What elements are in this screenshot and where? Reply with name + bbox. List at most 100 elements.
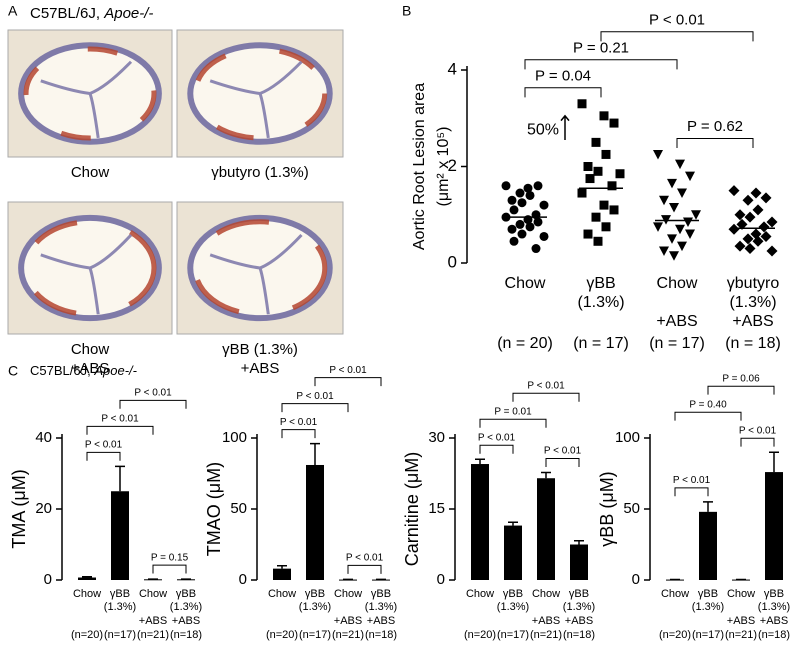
n-label: (n=17) [299,629,331,641]
x-tick-label: γBB [503,588,523,600]
panel-title: C57BL/6J, Apoe-/- [30,5,153,22]
error-bar [703,501,713,512]
significance-bracket [281,403,349,413]
treatment-label: +ABS [760,615,788,627]
significance-bracket [740,437,775,447]
y-axis-label: TMAO (μM) [204,462,224,556]
treatment-label: +ABS [532,615,560,627]
x-tick-label: γBB [569,588,589,600]
data-point [599,200,609,210]
data-point [585,174,595,184]
data-point [667,178,677,189]
treatment-label: +ABS [139,615,167,627]
bar [306,464,324,580]
image-caption: Chow [71,341,110,358]
lesion [23,219,157,317]
y-axis-label: Aortic Root Lesion area [411,83,428,250]
data-point [760,230,772,242]
x-tick-label: γBB [698,588,718,600]
x-tick-label: (1.3%) [692,601,724,613]
bar [177,579,195,581]
data-point [525,222,535,232]
y-tick-label: 0 [44,571,52,588]
bar [111,491,129,580]
n-label: (n=17) [497,629,529,641]
p-value-label: P = 0.62 [687,118,743,135]
significance-bracket [479,444,514,454]
valve-leaflet [258,267,270,315]
panel-letter: B [402,3,411,19]
x-tick-label: γBB [110,588,130,600]
y-axis-label: γBB (μM) [597,471,617,546]
image-caption: γBB (1.3%) [222,341,298,358]
y-axis-label: (μm² x 10⁵) [435,127,452,207]
valve-leaflet [258,92,270,139]
n-label: (n=21) [332,629,364,641]
error-bar [82,576,92,578]
panel-letter: C [8,363,18,379]
valve-leaflet [89,233,133,270]
genotype: Apoe-/- [103,5,153,22]
x-tick-label: Chow [268,588,296,600]
strain: C57BL/6J, [30,5,100,22]
bar [732,579,750,581]
x-tick-label: γbutyro [727,275,780,292]
x-tick-label: γBB [764,588,784,600]
data-point [591,137,601,147]
p-value-label: P < 0.01 [346,553,384,564]
significance-bracket [674,411,742,421]
data-point [750,187,762,199]
significance-bracket [119,399,187,409]
x-tick-label: (1.3%) [758,601,790,613]
bar [273,568,291,580]
significance-bracket [600,31,754,42]
p-value-label: P < 0.01 [101,414,139,425]
x-tick-label: Chow [466,588,494,600]
data-point [752,204,764,216]
valve-leaflet [40,79,91,95]
n-label: (n=20) [659,629,691,641]
bar [471,464,489,580]
error-bar [541,471,551,479]
data-point [515,188,525,198]
data-point [667,234,677,244]
x-tick-label: (1.3%) [365,601,397,613]
strain: C57BL/6J, [30,363,91,378]
p-value-label: P < 0.01 [280,417,318,428]
data-point [669,251,679,261]
bar [78,577,96,580]
data-point [685,229,695,240]
n-label: (n=18) [758,629,790,641]
n-label: (n = 17) [573,335,629,352]
significance-bracket [524,59,678,70]
data-point [515,219,525,229]
x-tick-label: (1.3%) [299,601,331,613]
data-point [677,241,687,252]
y-tick-label: 4 [448,59,457,78]
x-tick-label: Chow [727,588,755,600]
data-point [669,203,679,213]
p-value-label: P = 0.06 [722,373,760,384]
data-point [615,169,625,179]
data-point [752,235,764,247]
histology-image [176,201,344,335]
x-tick-label: γBB [176,588,196,600]
valve-leaflet [259,60,303,95]
y-tick-label: 50 [623,500,640,517]
x-tick-label: Chow [532,588,560,600]
image-caption: +ABS [241,360,280,377]
n-label: (n = 17) [649,335,705,352]
data-point [675,224,685,235]
data-point [653,149,663,160]
bar [570,544,588,580]
data-point [659,195,669,206]
n-label: (n=21) [530,629,562,641]
p-value-label: P < 0.01 [649,11,705,28]
p-value-label: P < 0.01 [478,432,516,443]
data-point [601,149,611,159]
p-value-label: P = 0.01 [494,406,532,417]
y-axis-label: Carnitine (μM) [402,452,422,566]
y-tick-label: 15 [428,500,445,517]
y-tick-label: 0 [437,571,445,588]
y-tick-label: 0 [448,252,457,271]
